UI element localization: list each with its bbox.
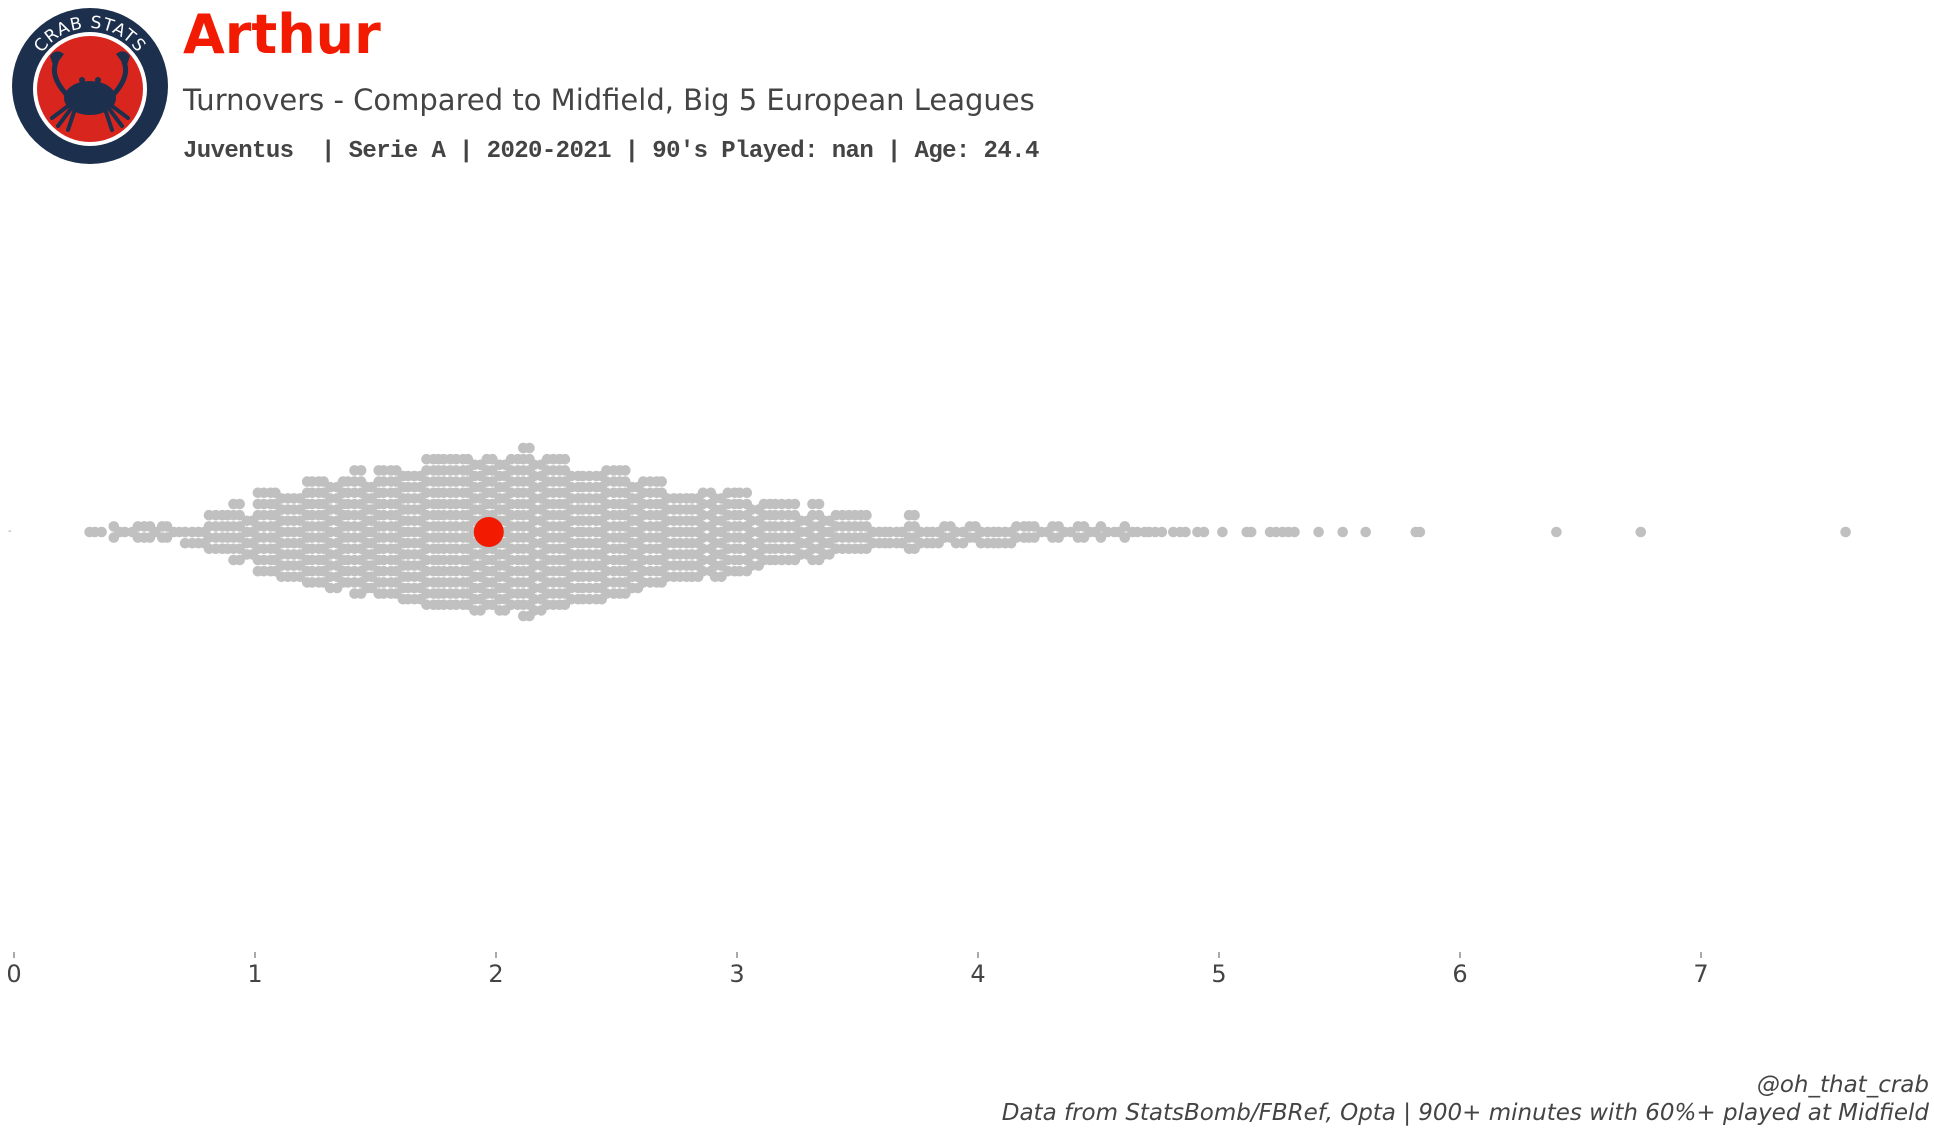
player-point bbox=[601, 543, 612, 555]
player-info: Juventus | Serie A | 2020-2021 | 90's Pl… bbox=[183, 138, 1039, 165]
player-point bbox=[1551, 526, 1562, 538]
player-point bbox=[697, 532, 709, 543]
player-point bbox=[601, 577, 612, 588]
player-point bbox=[487, 476, 498, 487]
player-point bbox=[1360, 526, 1371, 538]
x-tick-label: 0 bbox=[6, 960, 21, 988]
player-point bbox=[119, 526, 131, 538]
player-point bbox=[1289, 526, 1300, 538]
player-point bbox=[559, 453, 571, 465]
x-tick-label: 3 bbox=[729, 960, 744, 988]
player-point bbox=[1156, 526, 1168, 538]
player-point bbox=[601, 521, 612, 532]
player-point bbox=[813, 498, 825, 510]
player-point bbox=[524, 442, 535, 454]
player-point bbox=[601, 487, 612, 499]
player-point bbox=[909, 509, 920, 521]
player-point bbox=[487, 465, 498, 476]
player-point bbox=[234, 498, 245, 510]
player-point bbox=[1065, 526, 1076, 538]
player-point bbox=[487, 565, 498, 577]
y-axis-tick: - bbox=[8, 526, 12, 537]
x-axis: 0 1 2 3 4 5 6 7 bbox=[6, 952, 1709, 988]
highlight-point bbox=[473, 517, 504, 547]
player-point bbox=[601, 509, 612, 521]
player-point bbox=[697, 565, 709, 577]
player-point bbox=[234, 543, 245, 555]
player-point bbox=[1313, 526, 1324, 538]
player-point bbox=[601, 565, 612, 577]
swarm-points bbox=[84, 442, 1851, 622]
player-point bbox=[601, 465, 612, 476]
player-point bbox=[1217, 526, 1228, 538]
crab-stats-logo: CRAB STATS bbox=[12, 8, 168, 164]
x-tick-label: 6 bbox=[1452, 960, 1467, 988]
player-point bbox=[656, 476, 667, 487]
player-point bbox=[1180, 526, 1191, 538]
data-source: Data from StatsBomb/FBRef, Opta | 900+ m… bbox=[1001, 1100, 1929, 1126]
player-point bbox=[487, 577, 498, 588]
player-point bbox=[697, 543, 709, 555]
player-point bbox=[234, 509, 245, 521]
player-point bbox=[234, 521, 245, 532]
player-point bbox=[487, 498, 498, 510]
player-point bbox=[1029, 521, 1040, 532]
player-point bbox=[1198, 526, 1210, 538]
player-point bbox=[601, 588, 612, 599]
player-point bbox=[1132, 526, 1143, 538]
player-point bbox=[487, 588, 498, 599]
player-point bbox=[697, 554, 709, 566]
player-point bbox=[697, 521, 709, 532]
player-point bbox=[1029, 532, 1040, 543]
player-point bbox=[741, 487, 753, 499]
player-point bbox=[355, 465, 367, 476]
player-point bbox=[1414, 526, 1426, 538]
x-tick-label: 1 bbox=[247, 960, 262, 988]
player-point bbox=[620, 465, 631, 476]
player-point bbox=[861, 509, 872, 521]
author-handle: @oh_that_crab bbox=[1756, 1072, 1929, 1098]
player-point bbox=[601, 476, 612, 487]
x-tick-label: 5 bbox=[1211, 960, 1226, 988]
player-point bbox=[697, 498, 709, 510]
player-point bbox=[1011, 532, 1022, 543]
player-name: Arthur bbox=[183, 3, 381, 66]
player-point bbox=[697, 487, 709, 499]
player-point bbox=[1245, 526, 1257, 538]
player-point bbox=[1119, 521, 1131, 532]
player-point bbox=[1337, 526, 1348, 538]
x-tick-label: 7 bbox=[1693, 960, 1708, 988]
player-point bbox=[234, 554, 245, 566]
crab-icon bbox=[50, 51, 130, 132]
x-tick-label: 2 bbox=[488, 960, 503, 988]
x-tick-label: 4 bbox=[970, 960, 985, 988]
player-point bbox=[487, 554, 498, 566]
player-point bbox=[487, 453, 498, 465]
player-point bbox=[697, 509, 709, 521]
player-point bbox=[789, 498, 801, 510]
player-point bbox=[1119, 532, 1131, 543]
player-point bbox=[96, 526, 107, 538]
player-point bbox=[601, 554, 612, 566]
player-point bbox=[1635, 526, 1647, 538]
player-point bbox=[1011, 521, 1022, 532]
chart-subtitle: Turnovers - Compared to Midfield, Big 5 … bbox=[183, 83, 1035, 117]
player-point bbox=[1840, 526, 1851, 538]
player-point bbox=[487, 599, 498, 611]
player-point bbox=[601, 498, 612, 510]
player-point bbox=[234, 532, 245, 543]
player-point bbox=[487, 487, 498, 499]
player-point bbox=[601, 532, 612, 543]
